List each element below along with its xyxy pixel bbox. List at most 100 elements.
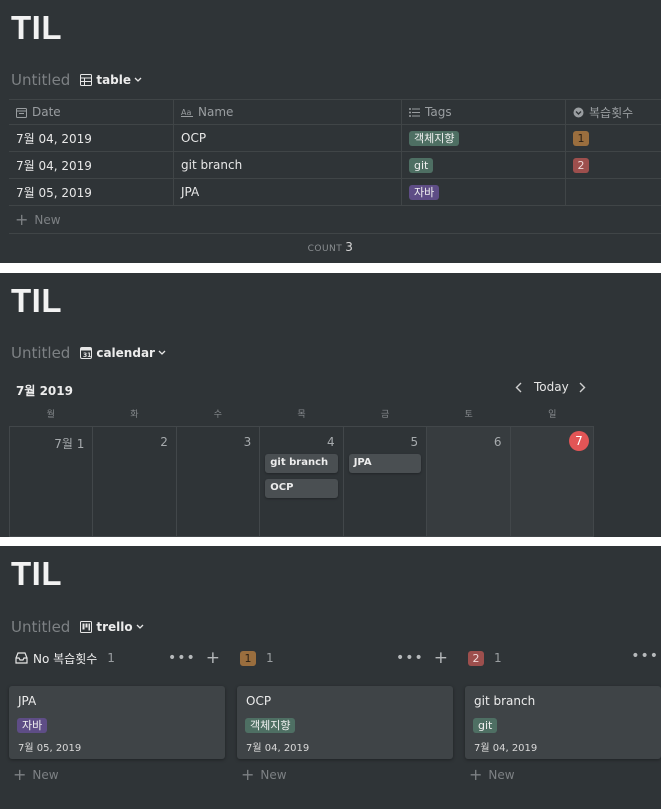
chevron-down-icon xyxy=(158,350,166,355)
page-title: TIL xyxy=(11,9,62,46)
divider xyxy=(9,233,661,234)
cell-name[interactable]: git branch xyxy=(174,152,402,178)
weekday-label: 금 xyxy=(380,410,390,420)
table-header-row: Date Aa Name Tags 복습횟수 xyxy=(9,99,661,125)
calendar-event[interactable]: JPA xyxy=(348,454,422,473)
table-row[interactable]: 7월 04, 2019 git branch git 2 xyxy=(9,152,661,179)
view-name: calendar xyxy=(96,346,155,360)
chevron-down-icon xyxy=(136,624,144,629)
day-number: 4 xyxy=(327,435,335,449)
svg-text:31: 31 xyxy=(83,352,91,359)
count-badge: 2 xyxy=(573,157,589,173)
new-card-button[interactable]: + New xyxy=(241,765,287,784)
board-card[interactable]: OCP 객체지향 7월 04, 2019 xyxy=(237,686,453,759)
column-header: 1 1 ••• + xyxy=(237,648,453,668)
tag-badge: 자바 xyxy=(17,718,48,733)
column-header: 2 1 ••• xyxy=(465,648,661,668)
calendar-day-cell[interactable]: 7월 1 xyxy=(10,427,94,537)
today-button[interactable]: Today xyxy=(534,380,569,394)
column-actions: ••• + xyxy=(168,648,221,668)
view-switcher[interactable]: table xyxy=(80,73,146,87)
board-card[interactable]: git branch git 7월 04, 2019 xyxy=(465,686,661,759)
new-row-button[interactable]: + New xyxy=(15,210,61,229)
board-view-panel: TIL Untitled trello No 복습횟수 1 ••• + JPA … xyxy=(0,546,661,809)
plus-icon[interactable]: + xyxy=(205,648,221,668)
plus-icon: + xyxy=(469,765,483,784)
column-header-review-count[interactable]: 복습횟수 xyxy=(566,100,661,124)
plus-icon[interactable]: + xyxy=(433,648,449,668)
weekday-label: 일 xyxy=(548,410,557,420)
weekday-header: 월 화 수 목 금 토 일 xyxy=(9,407,594,420)
table-row[interactable]: 7월 05, 2019 JPA 자바 xyxy=(9,179,661,206)
count-badge: 1 xyxy=(573,130,589,146)
tag-badge: git xyxy=(473,718,498,733)
database-title[interactable]: Untitled xyxy=(11,618,71,636)
chevron-left-icon[interactable] xyxy=(515,382,522,393)
column-header-tags[interactable]: Tags xyxy=(402,100,566,124)
board-card[interactable]: JPA 자바 7월 05, 2019 xyxy=(9,686,225,759)
column-actions: ••• + xyxy=(396,648,449,668)
column-count: 1 xyxy=(107,651,115,665)
calendar-day-cell[interactable]: 5 JPA xyxy=(343,427,428,537)
count-footer[interactable]: COUNT 3 xyxy=(307,240,354,254)
cell-tags[interactable]: 객체지향 xyxy=(402,125,566,151)
card-title: OCP xyxy=(246,694,272,708)
calendar-day-cell[interactable]: 6 xyxy=(427,427,511,537)
more-icon[interactable]: ••• xyxy=(631,648,659,664)
cell-tags[interactable]: 자바 xyxy=(402,179,566,205)
calendar-day-cell[interactable]: 3 xyxy=(176,427,261,537)
column-header-date[interactable]: Date xyxy=(9,100,174,124)
table-icon xyxy=(80,74,93,86)
cell-date[interactable]: 7월 04, 2019 xyxy=(9,152,174,178)
calendar-day-cell[interactable]: 4 git branch OCP xyxy=(260,427,344,537)
day-number: 5 xyxy=(410,435,419,449)
view-switcher[interactable]: trello xyxy=(80,620,147,634)
board-icon xyxy=(80,621,93,633)
calendar-icon: 31 xyxy=(80,347,93,359)
board-column: 2 1 ••• git branch git 7월 04, 2019 + New xyxy=(465,648,661,783)
svg-text:Aa: Aa xyxy=(181,108,191,117)
tag-badge: git xyxy=(409,157,434,173)
cell-date[interactable]: 7월 05, 2019 xyxy=(9,179,174,205)
view-header: Untitled 31 calendar xyxy=(11,343,170,363)
tag-badge: 객체지향 xyxy=(245,718,296,733)
day-number: 3 xyxy=(243,435,252,449)
weekday-label: 월 xyxy=(46,410,55,420)
cell-name[interactable]: OCP xyxy=(174,125,402,151)
inbox-icon xyxy=(15,652,28,664)
more-icon[interactable]: ••• xyxy=(167,650,196,666)
column-header-name[interactable]: Aa Name xyxy=(174,100,402,124)
list-property-icon xyxy=(409,107,420,117)
board-column: 1 1 ••• + OCP 객체지향 7월 04, 2019 + New xyxy=(237,648,453,783)
page-title: TIL xyxy=(11,555,62,592)
cell-name[interactable]: JPA xyxy=(174,179,402,205)
cell-review-count[interactable]: 2 xyxy=(566,152,661,178)
cell-date[interactable]: 7월 04, 2019 xyxy=(9,125,174,151)
column-label: 1 xyxy=(240,650,256,666)
view-switcher[interactable]: 31 calendar xyxy=(80,346,170,360)
column-label: No 복습횟수 xyxy=(33,651,98,666)
column-count: 1 xyxy=(494,651,502,665)
card-date: 7월 04, 2019 xyxy=(474,743,538,754)
more-icon[interactable]: ••• xyxy=(395,650,424,666)
database-title[interactable]: Untitled xyxy=(11,71,71,89)
column-header: No 복습횟수 1 ••• + xyxy=(9,648,225,668)
table-view-panel: TIL Untitled table Date Aa Name Tags xyxy=(0,0,661,263)
calendar-event[interactable]: OCP xyxy=(265,479,338,498)
table-row[interactable]: 7월 04, 2019 OCP 객체지향 1 xyxy=(9,125,661,152)
new-card-button[interactable]: + New xyxy=(13,765,59,784)
chevron-right-icon[interactable] xyxy=(579,382,586,393)
calendar-grid: 7월 1 2 3 4 git branch OCP 5 JPA 6 7 xyxy=(9,426,594,537)
calendar-day-cell[interactable]: 2 xyxy=(93,427,177,537)
cell-tags[interactable]: git xyxy=(402,152,566,178)
cell-review-count[interactable] xyxy=(566,179,661,205)
calendar-event[interactable]: git branch xyxy=(265,454,338,473)
plus-icon: + xyxy=(15,210,29,229)
database-title[interactable]: Untitled xyxy=(11,344,71,362)
tag-badge: 자바 xyxy=(409,184,440,200)
cell-review-count[interactable]: 1 xyxy=(566,125,661,151)
board-column: No 복습횟수 1 ••• + JPA 자바 7월 05, 2019 + New xyxy=(9,648,225,783)
text-property-icon: Aa xyxy=(181,108,193,117)
calendar-day-cell[interactable]: 7 xyxy=(510,427,594,537)
new-card-button[interactable]: + New xyxy=(469,765,515,784)
